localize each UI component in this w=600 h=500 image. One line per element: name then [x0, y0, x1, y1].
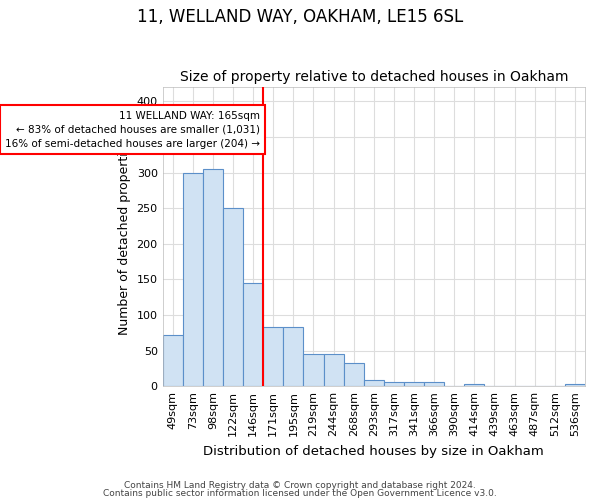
- Bar: [203, 169, 223, 386]
- X-axis label: Distribution of detached houses by size in Oakham: Distribution of detached houses by size …: [203, 444, 544, 458]
- Bar: [344, 364, 364, 386]
- Bar: [163, 335, 183, 386]
- Bar: [283, 327, 304, 386]
- Bar: [243, 283, 263, 386]
- Bar: [565, 384, 585, 386]
- Y-axis label: Number of detached properties: Number of detached properties: [118, 138, 131, 335]
- Text: 11, WELLAND WAY, OAKHAM, LE15 6SL: 11, WELLAND WAY, OAKHAM, LE15 6SL: [137, 8, 463, 26]
- Text: Contains public sector information licensed under the Open Government Licence v3: Contains public sector information licen…: [103, 488, 497, 498]
- Text: 11 WELLAND WAY: 165sqm
← 83% of detached houses are smaller (1,031)
16% of semi-: 11 WELLAND WAY: 165sqm ← 83% of detached…: [5, 110, 260, 148]
- Bar: [364, 380, 384, 386]
- Bar: [424, 382, 444, 386]
- Bar: [304, 354, 323, 386]
- Bar: [323, 354, 344, 386]
- Bar: [183, 172, 203, 386]
- Bar: [404, 382, 424, 386]
- Bar: [263, 327, 283, 386]
- Bar: [384, 382, 404, 386]
- Bar: [223, 208, 243, 386]
- Title: Size of property relative to detached houses in Oakham: Size of property relative to detached ho…: [179, 70, 568, 85]
- Bar: [464, 384, 484, 386]
- Text: Contains HM Land Registry data © Crown copyright and database right 2024.: Contains HM Land Registry data © Crown c…: [124, 481, 476, 490]
